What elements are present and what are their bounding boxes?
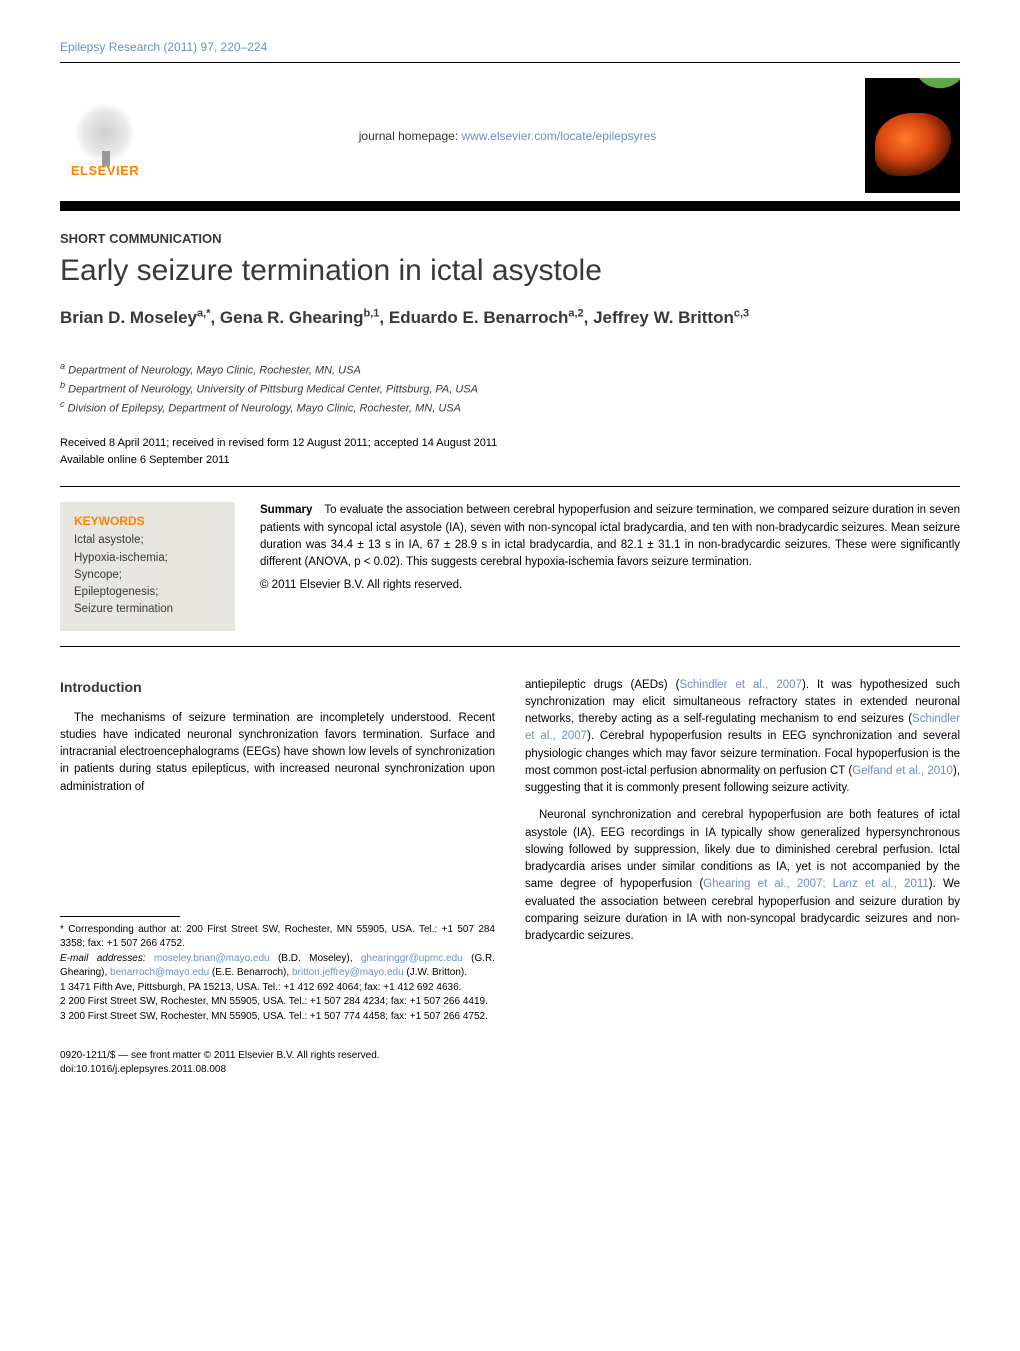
- summary-text: SummaryTo evaluate the association betwe…: [260, 502, 960, 571]
- authors: Brian D. Moseleya,*, Gena R. Ghearingb,1…: [60, 306, 960, 330]
- homepage-label: journal homepage:: [359, 129, 462, 143]
- cite-gelfand[interactable]: Gelfand et al., 2010: [852, 765, 953, 777]
- col2-para-2: Neuronal synchronization and cerebral hy…: [525, 807, 960, 945]
- front-matter-line: 0920-1211/$ — see front matter © 2011 El…: [60, 1049, 960, 1063]
- keywords-heading: KEYWORDS: [74, 514, 221, 528]
- left-column: Introduction The mechanisms of seizure t…: [60, 677, 495, 1025]
- article-type: SHORT COMMUNICATION: [60, 231, 960, 246]
- elsevier-logo: ELSEVIER: [60, 91, 150, 181]
- journal-homepage: journal homepage: www.elsevier.com/locat…: [150, 129, 865, 143]
- journal-reference: Epilepsy Research (2011) 97, 220–224: [60, 40, 960, 54]
- footnote-2: 2 200 First Street SW, Rochester, MN 559…: [60, 995, 495, 1010]
- journal-cover-image: [865, 78, 960, 193]
- keywords-box: KEYWORDS Ictal asystole;Hypoxia-ischemia…: [60, 502, 235, 630]
- header-thick-bar: [60, 201, 960, 211]
- summary-body: To evaluate the association between cere…: [260, 504, 960, 568]
- footnote-3: 3 200 First Street SW, Rochester, MN 559…: [60, 1010, 495, 1025]
- article-title: Early seizure termination in ictal asyst…: [60, 254, 960, 288]
- summary-block: SummaryTo evaluate the association betwe…: [260, 502, 960, 630]
- right-column: antiepileptic drugs (AEDs) (Schindler et…: [525, 677, 960, 1025]
- summary-label: Summary: [260, 504, 312, 516]
- footnotes: * Corresponding author at: 200 First Str…: [60, 923, 495, 1025]
- email-addresses: E-mail addresses: moseley.brian@mayo.edu…: [60, 952, 495, 981]
- elsevier-tree-icon: [70, 91, 140, 161]
- body-columns: Introduction The mechanisms of seizure t…: [60, 677, 960, 1025]
- col2-para-1: antiepileptic drugs (AEDs) (Schindler et…: [525, 677, 960, 798]
- cite-schindler-1[interactable]: Schindler et al., 2007: [679, 679, 802, 691]
- doi-block: 0920-1211/$ — see front matter © 2011 El…: [60, 1049, 960, 1077]
- article-dates: Received 8 April 2011; received in revis…: [60, 435, 960, 468]
- introduction-heading: Introduction: [60, 677, 495, 698]
- footnote-rule: [60, 916, 180, 917]
- summary-copyright: © 2011 Elsevier B.V. All rights reserved…: [260, 577, 960, 594]
- homepage-link[interactable]: www.elsevier.com/locate/epilepsyres: [462, 129, 657, 143]
- intro-para-1: The mechanisms of seizure termination ar…: [60, 710, 495, 796]
- corresponding-author: * Corresponding author at: 200 First Str…: [60, 923, 495, 952]
- abstract-row: KEYWORDS Ictal asystole;Hypoxia-ischemia…: [60, 486, 960, 646]
- doi-line: doi:10.1016/j.eplepsyres.2011.08.008: [60, 1063, 960, 1077]
- p1-pre: antiepileptic drugs (AEDs) (: [525, 679, 679, 691]
- affiliations: a Department of Neurology, Mayo Clinic, …: [60, 360, 960, 417]
- footnote-1: 1 3471 Fifth Ave, Pittsburgh, PA 15213, …: [60, 981, 495, 996]
- header-row: ELSEVIER journal homepage: www.elsevier.…: [60, 78, 960, 193]
- cite-ghearing-lanz[interactable]: Ghearing et al., 2007; Lanz et al., 2011: [703, 878, 929, 890]
- header-rule: [60, 62, 960, 63]
- keywords-list: Ictal asystole;Hypoxia-ischemia;Syncope;…: [74, 532, 221, 618]
